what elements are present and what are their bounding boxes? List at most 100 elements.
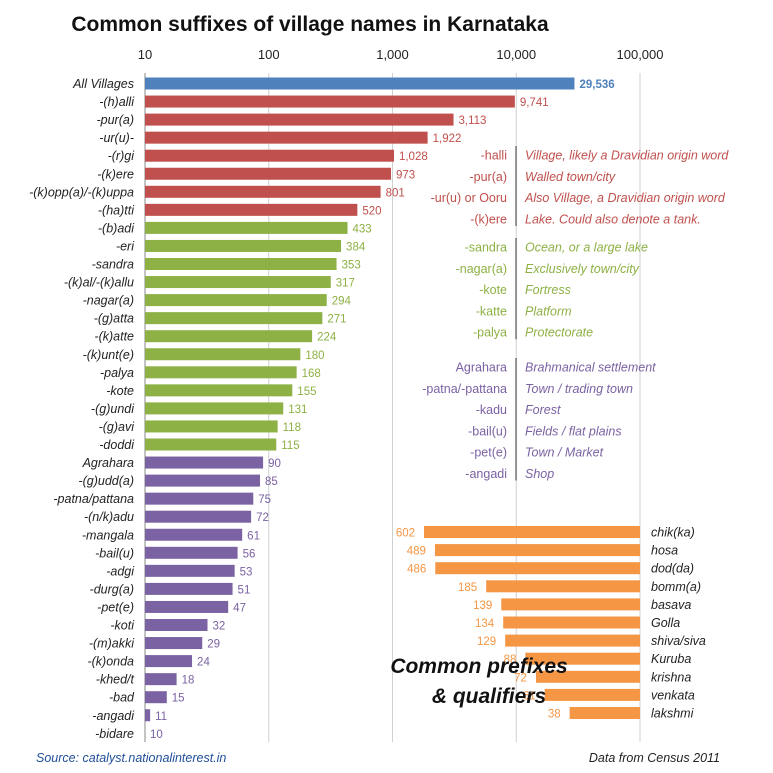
- prefix-bar: [486, 580, 640, 593]
- suffix-value-label: 53: [240, 566, 253, 578]
- suffix-bar: [145, 366, 297, 379]
- suffix-bar: [145, 149, 394, 162]
- suffix-value-label: 3,113: [459, 115, 487, 127]
- suffix-bar: [145, 673, 177, 686]
- suffix-bar: [145, 619, 208, 631]
- suffix-value-label: 11: [155, 711, 167, 723]
- suffix-value-label: 56: [243, 548, 256, 560]
- suffix-label: -adgi: [106, 564, 135, 578]
- glossary-term: -palya: [473, 326, 507, 340]
- suffix-bar: [145, 113, 454, 126]
- prefixes-title-line-2: & qualifiers: [432, 685, 546, 708]
- glossary-meaning: Town / Market: [525, 446, 604, 460]
- suffix-value-label: 118: [283, 422, 301, 434]
- glossary-term: -bail(u): [468, 424, 507, 438]
- glossary-term: -sandra: [465, 241, 507, 255]
- suffix-label: -(g)udd(a): [78, 474, 134, 488]
- prefix-label: hosa: [651, 544, 678, 558]
- prefix-value-label: 489: [407, 546, 426, 558]
- suffix-label: Agrahara: [82, 456, 134, 470]
- suffix-value-label: 317: [336, 278, 355, 290]
- suffix-value-label: 271: [327, 314, 346, 326]
- suffix-label: -(h)alli: [99, 95, 135, 109]
- suffix-value-label: 85: [265, 476, 278, 488]
- glossary-term: -(k)ere: [470, 212, 507, 226]
- prefix-value-label: 72: [514, 672, 527, 684]
- suffix-bar: [145, 546, 238, 559]
- prefix-label: chik(ka): [651, 526, 695, 540]
- suffix-bar: [145, 528, 243, 541]
- suffix-value-label: 224: [317, 332, 337, 344]
- prefix-bars: 602 chik(ka) 489 hosa 486 dod(da) 185 bomm(a) 13…: [396, 526, 706, 721]
- prefix-value-label: 486: [407, 564, 426, 576]
- prefix-bar: [503, 616, 640, 629]
- suffix-label: -(g)undi: [91, 402, 135, 416]
- glossary-term: -patna/-pattana: [422, 382, 507, 396]
- suffix-value-label: 61: [247, 530, 260, 542]
- prefixes-title-line-1: Common prefixes: [390, 655, 567, 678]
- suffix-bar: [145, 330, 313, 343]
- suffix-value-label: 155: [297, 386, 316, 398]
- suffix-bar: [145, 582, 233, 595]
- suffix-value-label: 10: [150, 729, 163, 741]
- suffix-bar: [145, 384, 293, 397]
- prefix-value-label: 61: [523, 690, 536, 702]
- suffix-bar: [145, 258, 337, 270]
- suffix-label: -(b)adi: [98, 221, 135, 235]
- suffix-label: -(n/k)adu: [84, 510, 134, 524]
- suffix-label: -eri: [116, 239, 135, 253]
- prefix-bar: [435, 562, 640, 575]
- suffix-value-label: 18: [182, 675, 195, 687]
- suffix-label: All Villages: [72, 77, 134, 91]
- glossary-term: -angadi: [465, 467, 507, 481]
- suffix-bar: [145, 131, 428, 144]
- glossary-term: -ur(u) or Ooru: [431, 191, 507, 205]
- suffix-bar: [145, 221, 348, 234]
- suffix-bar: [145, 402, 284, 415]
- suffix-label: -(r)gi: [108, 149, 136, 163]
- suffix-label: -(k)ere: [97, 167, 134, 181]
- glossary-term: -pet(e): [470, 446, 507, 460]
- glossary-meaning: Lake. Could also denote a tank.: [525, 212, 701, 226]
- suffix-label: -durg(a): [90, 582, 134, 596]
- suffix-bar: [145, 77, 575, 90]
- suffix-value-label: 90: [268, 458, 281, 470]
- suffix-value-label: 32: [213, 621, 226, 633]
- suffix-bar: [145, 185, 381, 198]
- prefix-bar: [424, 526, 640, 538]
- suffix-label: -sandra: [92, 258, 134, 272]
- prefix-label: krishna: [651, 670, 691, 684]
- glossary-term: -kadu: [476, 403, 507, 417]
- suffix-value-label: 384: [346, 241, 366, 253]
- suffix-value-label: 131: [288, 404, 307, 416]
- suffix-value-label: 75: [258, 494, 271, 506]
- suffix-value-label: 294: [332, 296, 352, 308]
- suffix-value-label: 29,536: [579, 79, 614, 91]
- suffix-bar: [145, 438, 277, 451]
- glossary-meaning: Town / trading town: [525, 382, 633, 396]
- suffix-value-label: 29: [207, 639, 220, 651]
- suffix-bar: [145, 348, 301, 361]
- prefix-label: basava: [651, 598, 691, 612]
- glossary-term: -katte: [476, 304, 507, 318]
- glossary-meaning: Shop: [525, 467, 554, 481]
- prefix-value-label: 602: [396, 528, 415, 540]
- suffix-bar: [145, 312, 323, 325]
- suffix-value-label: 520: [362, 205, 381, 217]
- glossary-meaning: Exclusively town/city: [525, 262, 640, 276]
- suffix-label: -pur(a): [96, 113, 134, 127]
- data-note: Data from Census 2011: [589, 751, 720, 765]
- suffix-bars: All Villages 29,536 -(h)alli 9,741 -pur(a) 3,…: [29, 77, 615, 741]
- suffix-label: -(k)unt(e): [83, 348, 134, 362]
- prefix-bar: [434, 544, 640, 557]
- x-tick-label: 1,000: [376, 47, 409, 62]
- prefix-value-label: 139: [473, 600, 492, 612]
- x-tick-label: 100: [258, 47, 280, 62]
- x-tick-label: 100,000: [617, 47, 664, 62]
- glossary-term: -kote: [479, 283, 507, 297]
- prefix-bar: [501, 598, 640, 611]
- prefix-label: Kuruba: [651, 652, 691, 666]
- suffix-bar: [145, 456, 264, 469]
- prefix-label: shiva/siva: [651, 634, 706, 648]
